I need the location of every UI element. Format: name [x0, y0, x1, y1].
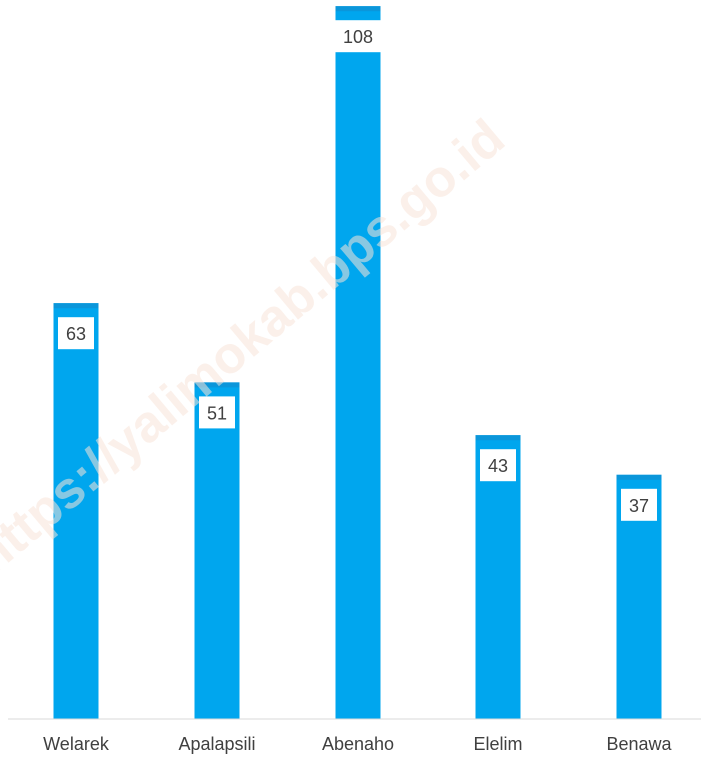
data-label-abenaho: 108 — [343, 27, 373, 47]
data-label-welarek: 63 — [66, 324, 86, 344]
bar-elelim — [475, 435, 521, 719]
data-label-box-apalapsili — [199, 396, 235, 429]
bar-cap-apalapsili — [194, 382, 240, 388]
bar-cap-benawa — [616, 474, 662, 480]
data-labels-layer: 63 51 108 43 37 — [58, 20, 657, 521]
bar-abenaho — [335, 6, 381, 719]
x-tick-label-elelim: Elelim — [473, 734, 522, 754]
bar-cap-abenaho — [335, 6, 381, 12]
data-label-box-welarek — [58, 317, 94, 350]
data-label-box-abenaho — [334, 20, 382, 53]
x-tick-label-benawa: Benawa — [606, 734, 672, 754]
bar-cap-welarek — [53, 303, 99, 309]
bar-apalapsili — [194, 382, 240, 719]
x-tick-label-welarek: Welarek — [43, 734, 110, 754]
data-label-elelim: 43 — [488, 456, 508, 476]
data-label-benawa: 37 — [629, 496, 649, 516]
data-label-box-elelim — [480, 449, 516, 482]
x-tick-label-abenaho: Abenaho — [322, 734, 394, 754]
x-tick-label-apalapsili: Apalapsili — [178, 734, 255, 754]
data-label-apalapsili: 51 — [207, 403, 227, 423]
data-label-box-benawa — [621, 488, 657, 521]
bars-layer — [53, 6, 662, 719]
bar-cap-elelim — [475, 435, 521, 441]
x-tick-labels-layer: Welarek Apalapsili Abenaho Elelim Benawa — [43, 734, 672, 754]
bar-welarek — [53, 303, 99, 719]
